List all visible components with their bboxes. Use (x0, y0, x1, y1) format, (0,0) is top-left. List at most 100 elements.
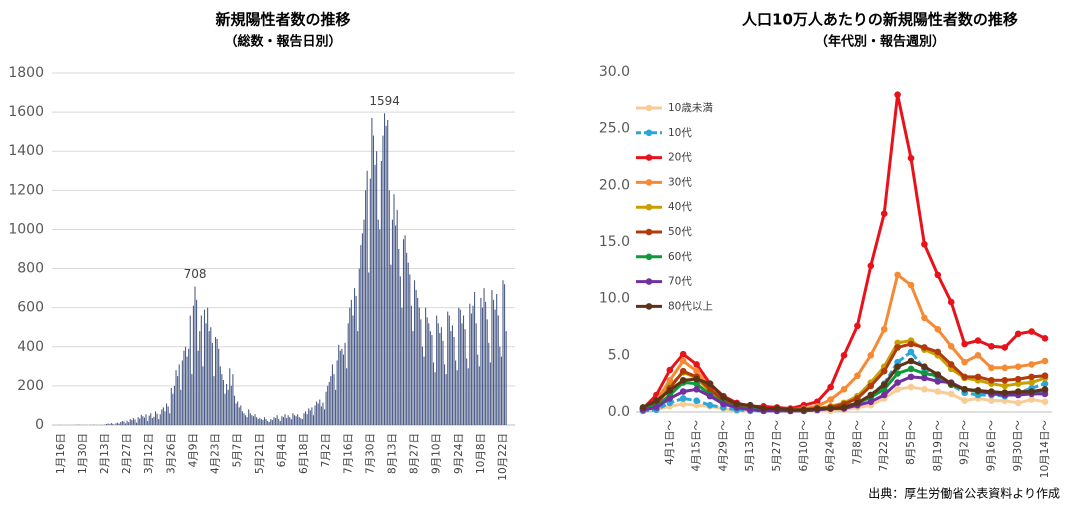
bar (167, 406, 169, 425)
bar (159, 414, 161, 425)
bar (341, 348, 343, 425)
bar (402, 239, 405, 425)
point (907, 340, 915, 348)
point (988, 342, 995, 350)
bar (188, 348, 190, 425)
bar (271, 420, 273, 425)
legend-label: 10歳未満 (668, 102, 713, 114)
point (1001, 382, 1009, 390)
bar (145, 414, 147, 425)
point (894, 363, 901, 370)
legend-label: 50代 (668, 226, 692, 238)
bar (496, 293, 498, 425)
bar (428, 323, 430, 425)
bar (254, 414, 256, 425)
point (746, 401, 754, 409)
bar (478, 366, 480, 425)
point (988, 388, 995, 395)
bar (436, 315, 438, 425)
point (947, 298, 955, 306)
point (907, 365, 915, 373)
point (840, 404, 848, 411)
chart-title: 新規陽性者数の推移 (215, 11, 350, 29)
bar (431, 335, 433, 425)
bar (129, 419, 131, 425)
bar (417, 297, 419, 425)
bar (415, 290, 417, 425)
legend-marker (645, 104, 653, 112)
bar (221, 374, 223, 425)
bar (143, 417, 145, 425)
x-tick-label: 4月29日～ (717, 420, 729, 472)
bar (418, 307, 420, 425)
bar (267, 421, 269, 425)
point (706, 392, 714, 400)
point (921, 374, 928, 382)
bar (298, 417, 300, 425)
bar (423, 356, 425, 425)
bar (282, 417, 284, 425)
bar (257, 419, 259, 425)
bar (278, 419, 280, 425)
bar (325, 391, 327, 425)
bar (121, 421, 123, 425)
bar (330, 376, 332, 425)
point (947, 361, 955, 368)
point (921, 370, 928, 377)
bar (379, 229, 381, 425)
bar (474, 292, 476, 425)
point (679, 350, 687, 358)
point (880, 210, 888, 217)
bar (388, 190, 390, 425)
point (961, 358, 968, 366)
bar (263, 417, 266, 425)
bar (207, 307, 209, 425)
y-tick-label: 0.0 (608, 404, 630, 420)
bar (192, 305, 194, 425)
bar (409, 274, 411, 425)
point (693, 375, 700, 383)
bar (390, 264, 392, 425)
point (907, 357, 915, 365)
bar (200, 315, 202, 425)
bar (396, 209, 398, 425)
data-label: 1594 (369, 94, 400, 108)
bar (104, 424, 106, 425)
bar (262, 420, 264, 425)
bar (387, 119, 389, 425)
x-tick-label: 5月27日～ (771, 420, 783, 472)
bar (292, 413, 294, 425)
bar (137, 417, 139, 425)
bar (358, 268, 360, 425)
bar (260, 419, 262, 425)
bar (251, 415, 253, 425)
point (1014, 330, 1022, 338)
x-tick-label: 8月19日～ (932, 420, 944, 472)
bar (486, 319, 488, 425)
bar (319, 399, 321, 425)
legend-label: 10代 (668, 127, 692, 139)
legend-marker (645, 253, 653, 261)
point (854, 372, 861, 380)
bar (117, 422, 119, 425)
bar (240, 405, 242, 425)
point (1014, 388, 1022, 395)
bar (210, 327, 212, 425)
bar (355, 295, 357, 425)
point (880, 325, 888, 333)
bar (323, 409, 326, 425)
bar (346, 368, 348, 425)
bar (208, 331, 210, 425)
bar (383, 113, 386, 425)
y-tick-label: 400 (17, 339, 44, 355)
bar (309, 410, 311, 425)
x-tick-label: 8月5日～ (905, 420, 917, 465)
bar (385, 125, 387, 426)
point (894, 339, 901, 347)
bar (462, 315, 465, 425)
bar (442, 340, 444, 425)
bar (461, 323, 463, 425)
point (1028, 379, 1035, 386)
bar (368, 272, 370, 425)
point (867, 352, 875, 359)
